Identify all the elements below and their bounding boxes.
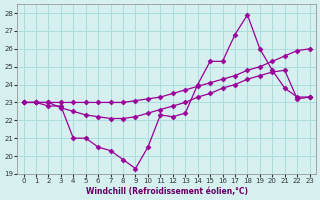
X-axis label: Windchill (Refroidissement éolien,°C): Windchill (Refroidissement éolien,°C) [85, 187, 248, 196]
